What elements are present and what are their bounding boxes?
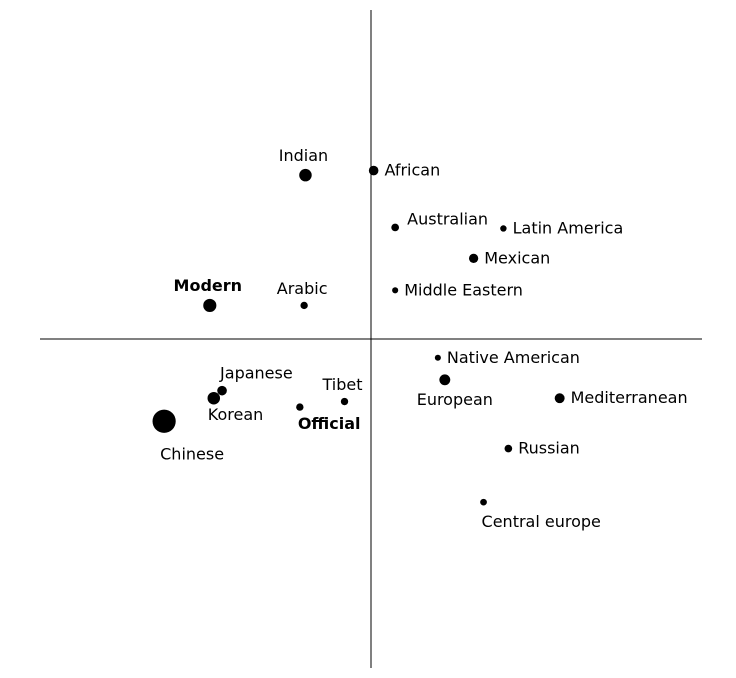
label-korean: Korean <box>208 405 264 424</box>
point-chinese <box>152 409 176 433</box>
point-russian <box>504 444 513 453</box>
label-latin-america: Latin America <box>513 218 624 237</box>
label-arabic: Arabic <box>277 279 328 298</box>
point-official <box>296 403 304 411</box>
point-australian <box>391 223 400 232</box>
label-central-europe: Central europe <box>482 512 601 531</box>
label-japanese: Japanese <box>219 364 293 383</box>
label-indian: Indian <box>279 146 328 165</box>
point-modern <box>203 298 217 313</box>
label-european: European <box>417 390 493 409</box>
labels-layer: Indian African Australian Latin America Mexi… <box>160 146 687 531</box>
point-mexican <box>468 253 479 264</box>
label-mexican: Mexican <box>484 248 550 267</box>
label-mediterranean: Mediterranean <box>571 388 688 407</box>
label-middle-eastern: Middle Eastern <box>404 280 523 299</box>
label-native-american: Native American <box>447 348 580 367</box>
point-japanese <box>217 385 227 396</box>
point-korean <box>207 391 221 405</box>
label-russian: Russian <box>518 439 580 458</box>
point-tibet <box>340 397 349 406</box>
label-modern: Modern <box>174 276 243 295</box>
axes-layer <box>40 10 702 668</box>
point-central-europe <box>480 498 487 506</box>
label-australian: Australian <box>407 209 488 228</box>
point-indian <box>299 168 312 182</box>
label-african: African <box>384 161 440 180</box>
point-european <box>439 374 451 386</box>
point-arabic <box>300 301 308 310</box>
points-layer <box>152 165 565 506</box>
point-latin-america <box>500 225 507 232</box>
point-native-american <box>434 354 441 361</box>
point-african <box>368 165 379 176</box>
point-middle-eastern <box>392 287 399 294</box>
label-official: Official <box>298 414 361 433</box>
label-chinese: Chinese <box>160 444 224 463</box>
point-mediterranean <box>554 393 565 404</box>
label-tibet: Tibet <box>322 375 363 394</box>
